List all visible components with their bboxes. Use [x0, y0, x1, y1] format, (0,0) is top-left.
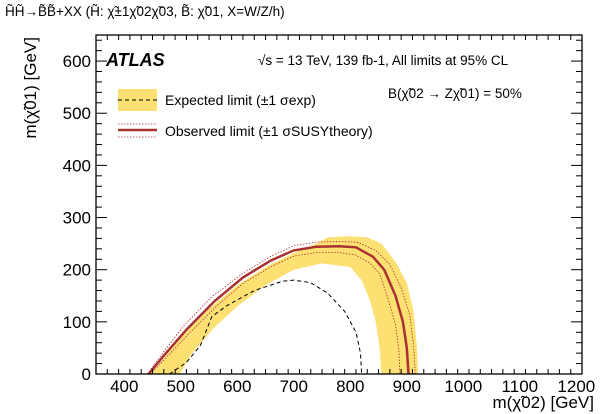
legend-expected-band — [118, 89, 157, 111]
y-tick-label: 600 — [63, 52, 91, 71]
branching-label: B(χ̃02 → Zχ̃01) = 50% — [388, 86, 522, 101]
y-axis-title: m(χ̃01) [GeV] — [21, 37, 40, 139]
y-axis-ticks: 0 100 200 300 400 500 600 — [63, 39, 582, 384]
expected-limit-line — [169, 279, 363, 375]
x-tick-label: 600 — [223, 377, 251, 396]
y-tick-label: 400 — [63, 156, 91, 175]
lines-layer — [147, 241, 416, 375]
x-tick-label: 1000 — [444, 377, 482, 396]
x-axis-ticks: 400 500 600 700 800 900 1000 1100 1200 — [95, 35, 595, 396]
y-tick-label: 100 — [63, 313, 91, 332]
plot-frame — [95, 34, 583, 375]
x-tick-label: 800 — [336, 377, 364, 396]
x-tick-label: 900 — [393, 377, 421, 396]
process-header: H̃H̃→B̃B̃+XX (H̃: χ̃±1χ̃02χ̃03, B̃: χ̃01… — [5, 4, 285, 19]
energy-label: √s = 13 TeV, 139 fb-1, All limits at 95%… — [258, 53, 509, 68]
observed-up-line — [147, 241, 416, 375]
legend: Expected limit (±1 σexp) Observed limit … — [118, 89, 373, 139]
x-tick-label: 400 — [110, 377, 138, 396]
y-tick-label: 300 — [63, 209, 91, 228]
atlas-label: ATLAS — [105, 50, 165, 70]
legend-expected-label: Expected limit (±1 σexp) — [165, 92, 316, 108]
x-tick-label: 500 — [167, 377, 195, 396]
bands-layer — [150, 236, 419, 374]
x-tick-label: 700 — [280, 377, 308, 396]
observed-limit-line — [147, 244, 410, 375]
x-axis-title: m(χ̃02) [GeV] — [492, 393, 594, 412]
observed-down-line — [150, 252, 401, 375]
x-tick-label: 1200 — [557, 377, 595, 396]
y-tick-label: 500 — [63, 104, 91, 123]
legend-observed-label: Observed limit (±1 σSUSYtheory) — [165, 123, 373, 139]
y-tick-label: 200 — [63, 261, 91, 280]
expected-band — [150, 236, 419, 374]
x-tick-label: 1100 — [502, 377, 539, 396]
y-tick-label: 0 — [82, 365, 91, 384]
